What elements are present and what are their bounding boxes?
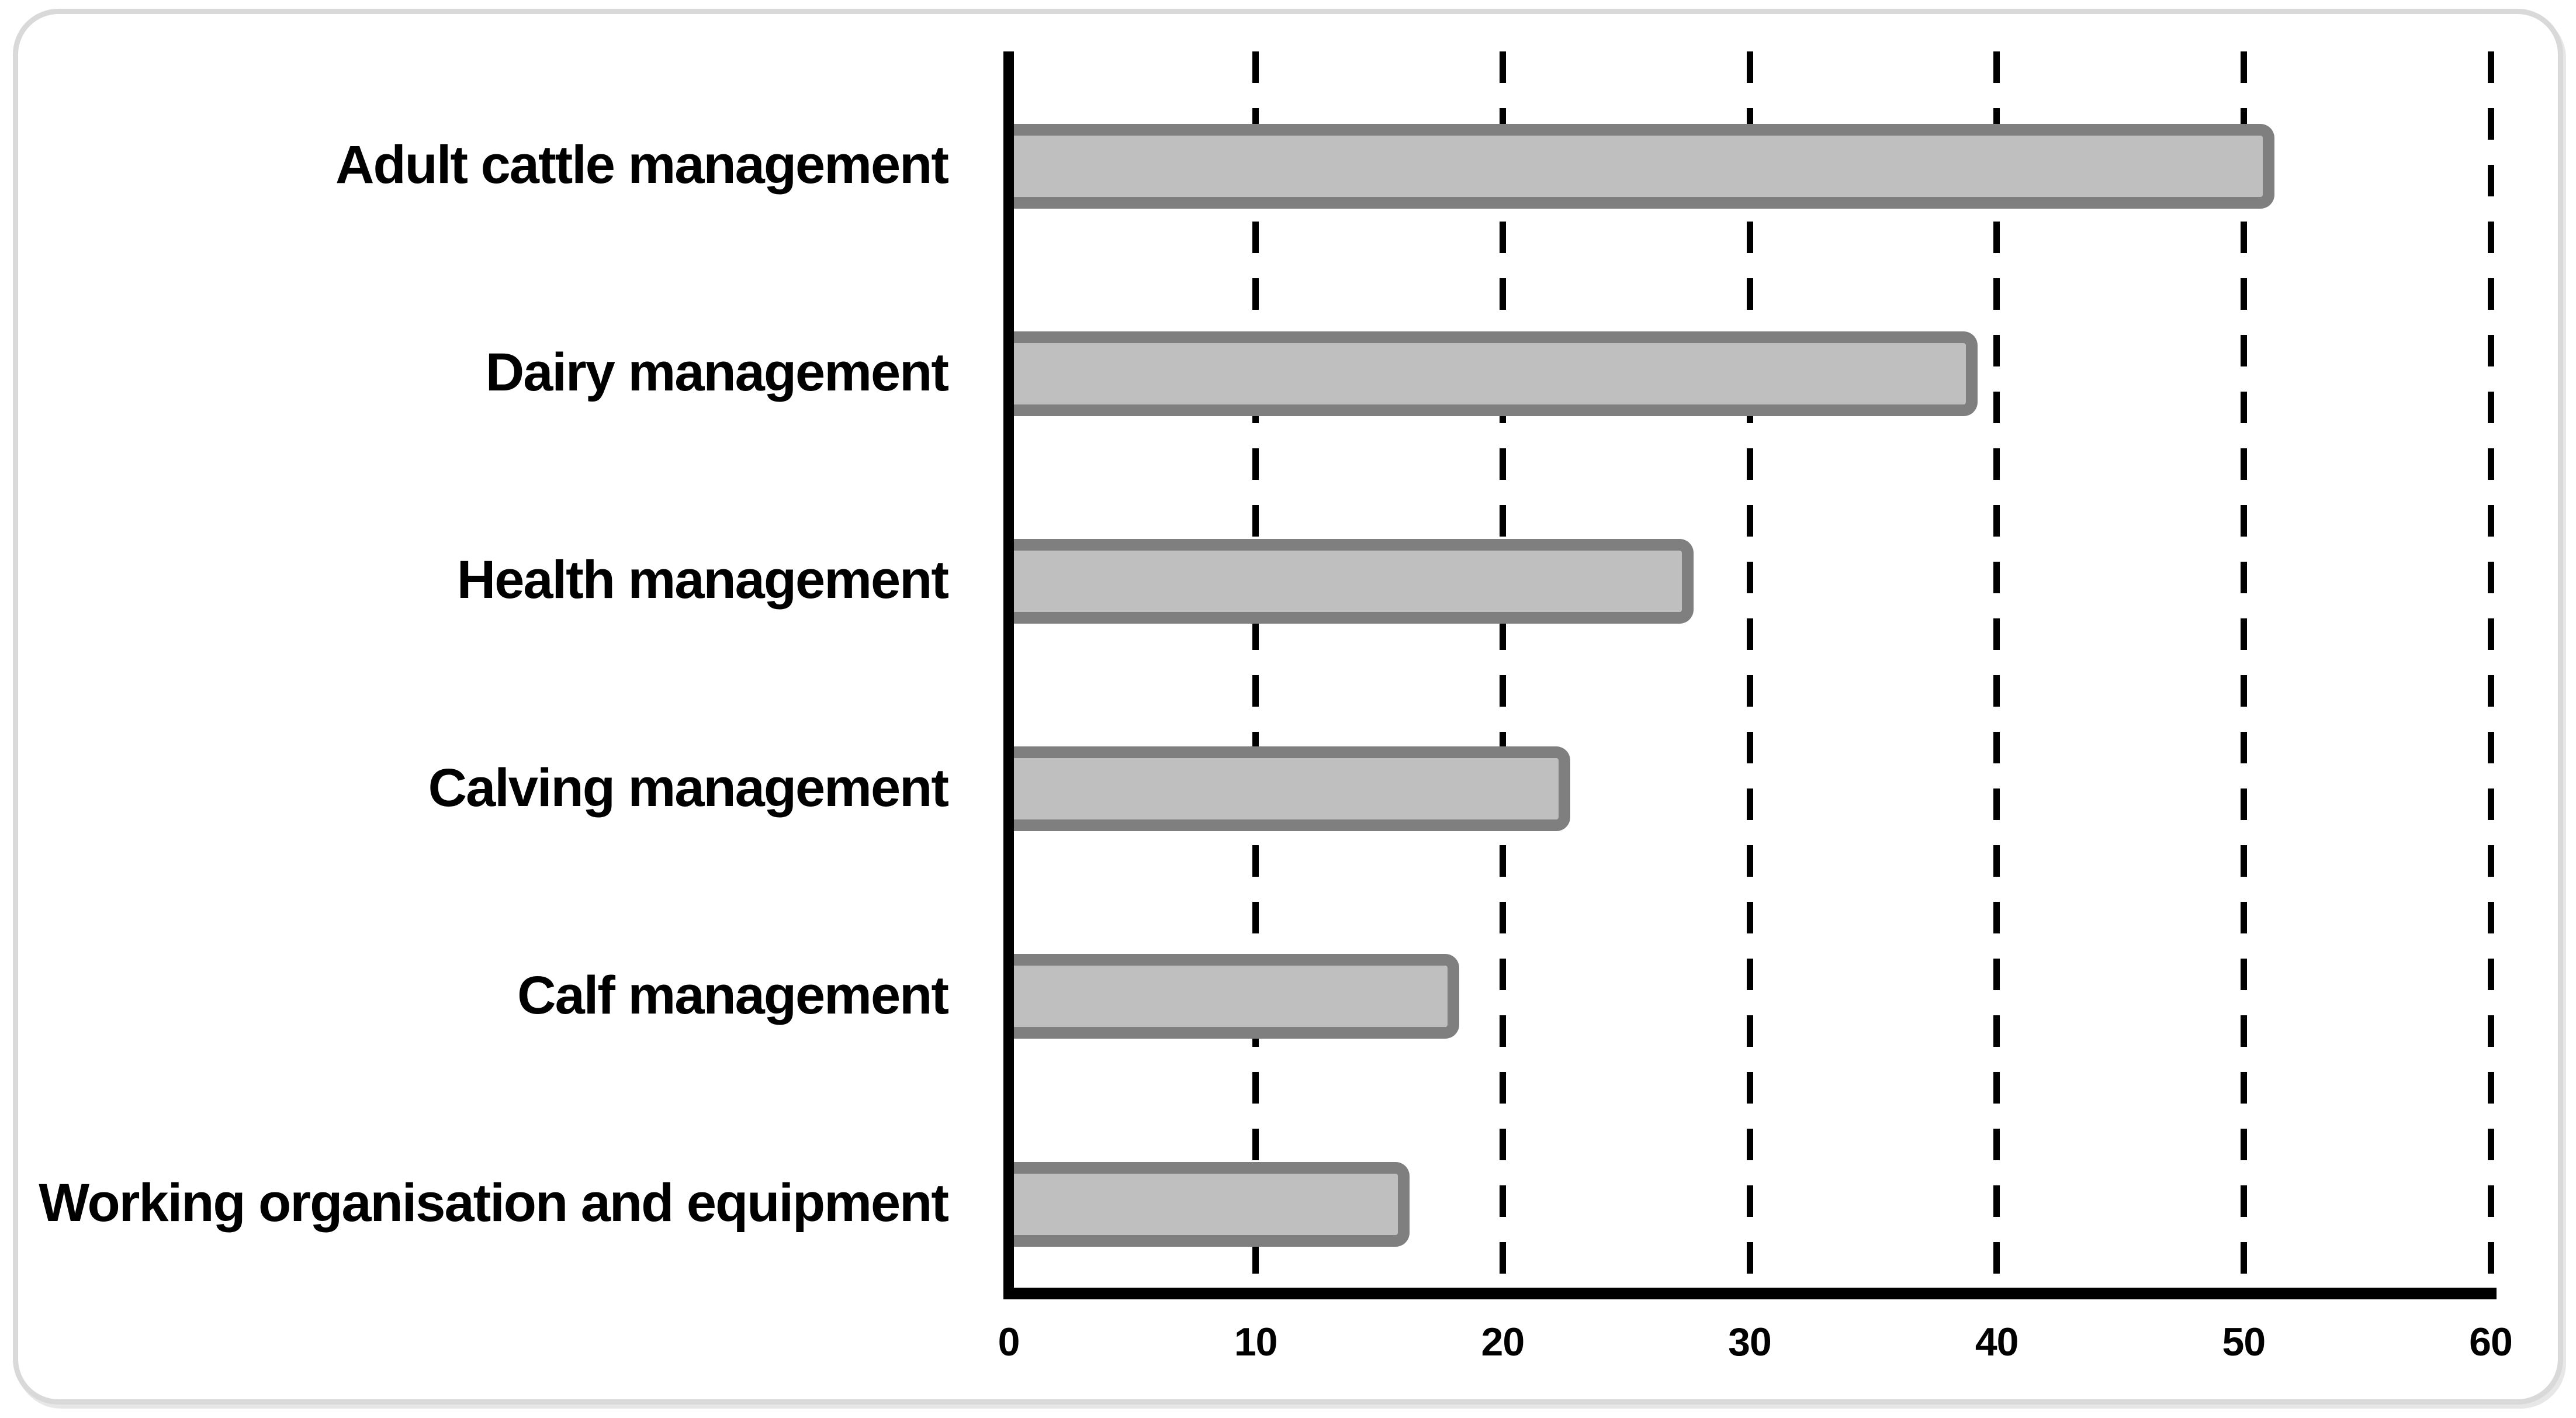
gridline-60 (2487, 51, 2494, 1288)
category-label: Health management (456, 550, 949, 610)
category-label: Calf management (517, 965, 949, 1025)
bar (1009, 954, 1459, 1039)
x-tick-label: 20 (1481, 1320, 1525, 1364)
bar (1009, 123, 2274, 209)
bar (1009, 1161, 1410, 1247)
bar (1009, 538, 1694, 624)
gridline-10 (1252, 51, 1259, 1288)
gridline-20 (1499, 51, 1506, 1288)
bar (1009, 331, 1978, 416)
x-tick-label: 30 (1728, 1320, 1772, 1364)
x-tick-label: 50 (2222, 1320, 2266, 1364)
gridline-40 (1993, 51, 2000, 1288)
y-axis-line (1003, 51, 1014, 1299)
category-label: Adult cattle management (335, 135, 949, 195)
x-tick-label: 40 (1975, 1320, 2019, 1364)
x-axis-line (1003, 1288, 2497, 1299)
category-label: Working organisation and equipment (39, 1173, 949, 1233)
gridline-30 (1746, 51, 1753, 1288)
category-label: Dairy management (485, 343, 949, 403)
bar (1009, 746, 1570, 832)
x-tick-label: 60 (2469, 1320, 2513, 1364)
x-tick-label: 0 (998, 1320, 1020, 1364)
gridline-50 (2240, 51, 2247, 1288)
x-tick-label: 10 (1234, 1320, 1278, 1364)
category-label: Calving management (428, 758, 949, 818)
